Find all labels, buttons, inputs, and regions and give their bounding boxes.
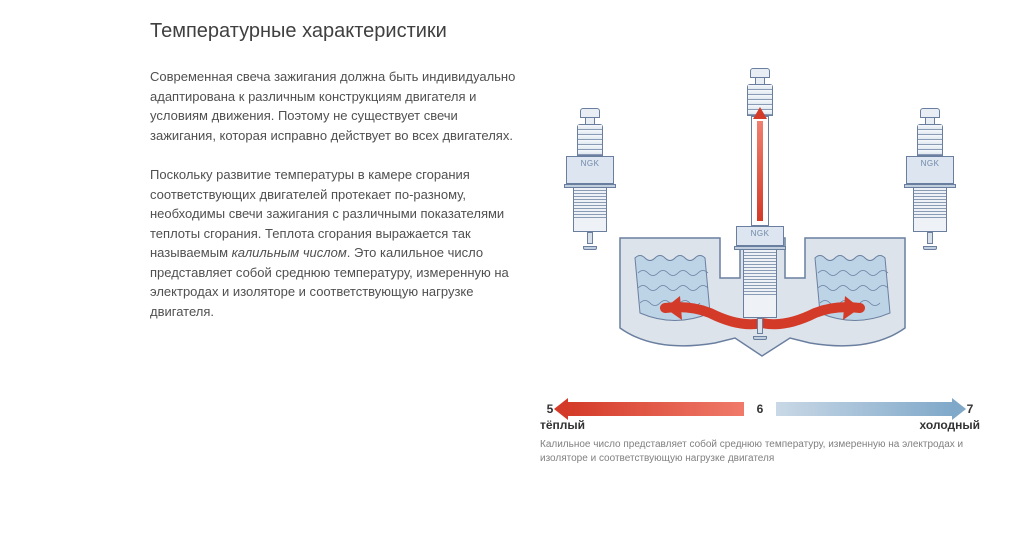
- label-cold: холодный: [919, 418, 980, 432]
- para2-emphasis: калильным числом: [232, 245, 347, 260]
- plug-center-cutaway: NGK: [710, 68, 810, 398]
- thread-section: [573, 188, 607, 224]
- insulator-cutaway: [751, 116, 769, 226]
- paragraph-2: Поскольку развитие температуры в камере …: [150, 165, 520, 321]
- arrow-warm-icon: [566, 402, 744, 416]
- scale-value-mid: 6: [750, 402, 770, 416]
- heat-arrow-up-icon: [753, 107, 767, 119]
- brand-label: NGK: [567, 159, 613, 168]
- text-column: Температурные характеристики Современная…: [150, 20, 520, 466]
- heat-core: [757, 121, 763, 221]
- diagram-caption: Калильное число представляет собой средн…: [540, 438, 980, 466]
- arrow-cold-icon: [776, 402, 954, 416]
- page-heading: Температурные характеристики: [150, 20, 520, 43]
- hex-shell: NGK: [566, 156, 614, 184]
- label-warm: тёплый: [540, 418, 585, 432]
- insulator-ribs: [577, 124, 603, 156]
- paragraph-1: Современная свеча зажигания должна быть …: [150, 67, 520, 145]
- scale-labels: тёплый холодный: [540, 418, 980, 432]
- terminal-cap: [580, 108, 600, 118]
- diagram-column: NGK: [520, 20, 980, 466]
- heat-range-scale: 5 6 7: [540, 402, 980, 416]
- spark-plug-diagram: NGK: [540, 68, 980, 398]
